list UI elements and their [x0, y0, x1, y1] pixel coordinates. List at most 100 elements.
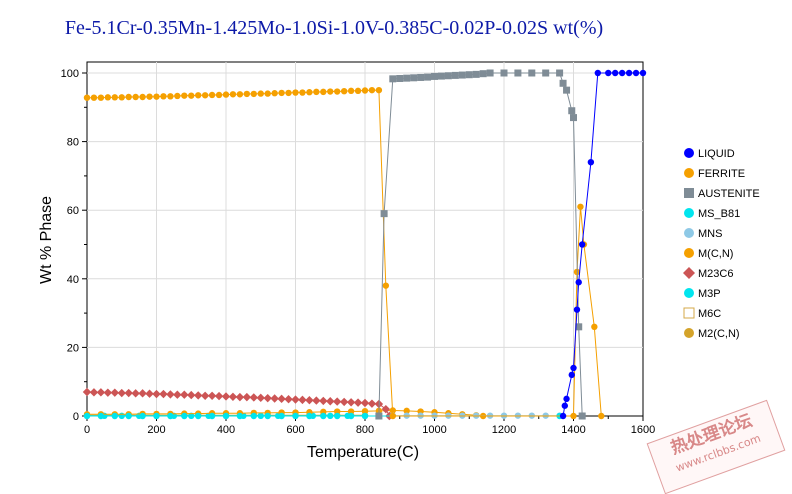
point-ferrite	[313, 88, 320, 96]
point-ms-b81	[306, 412, 313, 420]
point-ferrite	[257, 90, 264, 97]
chart-title: Fe-5.1Cr-0.35Mn-1.425Mo-1.0Si-1.0V-0.385…	[64, 17, 604, 39]
legend-marker-ferrite	[684, 168, 694, 178]
point-m23c6	[131, 389, 140, 398]
point-ferrite	[153, 93, 160, 100]
point-m23c6	[207, 391, 217, 400]
point-austenite	[437, 72, 445, 80]
point-m23c6	[339, 397, 349, 407]
x-tick-label: 800	[356, 424, 374, 436]
point-austenite	[570, 114, 577, 122]
point-m23c6	[187, 390, 196, 400]
point-liquid	[612, 69, 619, 77]
series-line-liquid	[562, 72, 643, 417]
point-m-c-n	[347, 408, 355, 415]
point-m23c6	[235, 392, 245, 402]
point-liquid	[559, 412, 567, 420]
y-tick-label: 20	[67, 342, 79, 354]
point-ferrite	[320, 88, 327, 96]
legend-marker-liquid	[684, 148, 694, 158]
point-ferrite	[215, 91, 223, 99]
point-ms-b81	[250, 412, 257, 420]
point-austenite	[542, 69, 550, 77]
point-ferrite	[167, 93, 174, 100]
point-m23c6	[242, 392, 252, 402]
legend-marker-m2-c-n	[684, 328, 694, 338]
legend-label-m23c6: M23C6	[698, 268, 733, 280]
point-ferrite	[229, 91, 237, 98]
legend-label-ferrite: FERRITE	[698, 168, 745, 180]
point-ferrite	[111, 94, 119, 101]
series-liquid	[559, 69, 647, 420]
point-ms-b81	[320, 412, 327, 420]
point-m23c6	[124, 388, 133, 398]
point-m23c6	[305, 396, 314, 405]
point-ferrite	[201, 92, 209, 99]
point-ferrite	[264, 90, 271, 97]
point-austenite	[444, 72, 452, 80]
point-m-c-n	[403, 407, 410, 415]
point-ferrite	[222, 91, 230, 98]
point-austenite	[472, 70, 480, 78]
point-m23c6	[103, 388, 113, 397]
series-austenite	[375, 69, 586, 420]
point-liquid	[570, 364, 577, 372]
point-ferrite	[347, 87, 355, 95]
point-austenite	[451, 71, 459, 79]
legend-label-mns: MNS	[698, 228, 722, 240]
point-austenite	[389, 75, 397, 83]
point-m23c6	[277, 394, 286, 404]
legend-item-mns: MNS	[684, 228, 722, 240]
point-austenite	[396, 74, 404, 82]
point-ferrite	[90, 94, 98, 101]
point-ms-b81	[167, 412, 174, 420]
legend-marker-mns	[684, 228, 694, 238]
point-austenite	[375, 412, 383, 420]
point-m23c6	[256, 393, 265, 403]
point-ferrite	[174, 92, 181, 100]
point-ferrite	[188, 92, 195, 99]
axis-ticks: 0 200 400 600 800 1000 1200 1400 1600 0 20 40 60 80 10…	[61, 68, 656, 436]
point-austenite	[380, 210, 388, 218]
legend-item-ferrite: FERRITE	[684, 168, 745, 180]
point-ferrite	[104, 94, 112, 101]
point-ferrite	[389, 412, 396, 420]
point-ms-b81	[195, 412, 202, 420]
x-tick-label: 200	[147, 424, 165, 436]
point-ferrite	[132, 93, 139, 101]
point-ferrite	[146, 93, 153, 100]
point-liquid	[605, 69, 612, 77]
point-austenite	[500, 69, 508, 77]
point-ferrite	[292, 89, 299, 96]
point-m23c6	[221, 392, 231, 401]
point-ms-b81	[139, 412, 146, 420]
point-liquid	[618, 69, 626, 77]
point-m23c6	[312, 396, 321, 405]
x-tick-label: 1600	[631, 424, 655, 436]
x-axis-title: Temperature(C)	[307, 444, 419, 461]
point-austenite	[556, 69, 564, 77]
point-m23c6	[326, 397, 335, 406]
point-m23c6	[173, 390, 182, 399]
legend-item-austenite: AUSTENITE	[684, 188, 760, 200]
point-m23c6	[166, 390, 175, 399]
point-ferrite	[83, 94, 91, 101]
x-tick-label: 0	[84, 424, 90, 436]
point-austenite	[486, 69, 494, 77]
y-axis-title: Wt % Phase	[38, 196, 55, 284]
point-m23c6	[319, 396, 328, 406]
series-ms-b81	[83, 412, 563, 420]
point-liquid	[587, 158, 595, 166]
series-m23c6	[82, 387, 394, 421]
point-austenite	[410, 74, 418, 82]
point-ferrite	[382, 282, 390, 289]
point-ferrite	[278, 89, 285, 97]
x-tick-label: 1200	[492, 424, 516, 436]
point-m23c6	[360, 398, 370, 408]
point-m23c6	[367, 399, 377, 408]
point-m23c6	[284, 394, 293, 404]
point-ferrite	[118, 94, 125, 101]
point-m23c6	[194, 391, 203, 400]
point-m23c6	[117, 388, 126, 398]
y-tick-label: 60	[67, 205, 79, 217]
